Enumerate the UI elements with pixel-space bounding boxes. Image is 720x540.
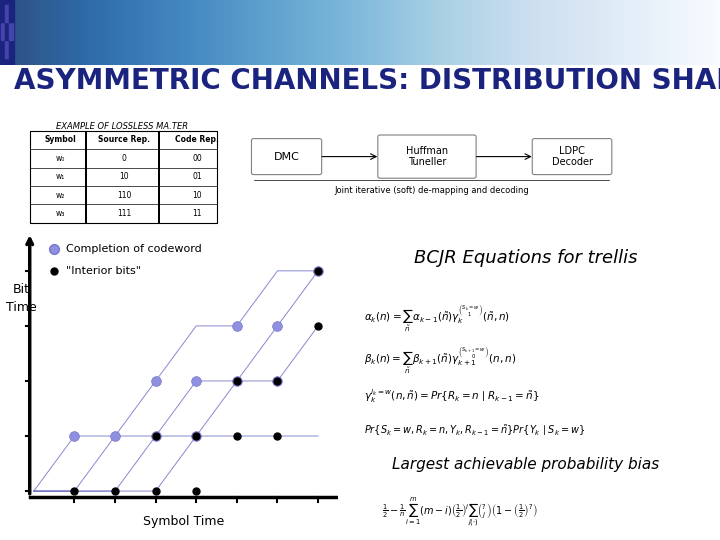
- Text: $\alpha_k(n) = \sum_{\tilde{n}} \alpha_{k-1}(\tilde{n}) \gamma_k^{\binom{S_k=w}{: $\alpha_k(n) = \sum_{\tilde{n}} \alpha_{…: [364, 302, 510, 334]
- FancyBboxPatch shape: [251, 139, 322, 174]
- Text: EXAMPLE OF LOSSLESS MA.TER: EXAMPLE OF LOSSLESS MA.TER: [56, 123, 189, 131]
- Text: 10: 10: [192, 191, 202, 200]
- Text: 111: 111: [117, 209, 132, 218]
- Text: $\beta_k(n) = \sum_{\tilde{n}} \beta_{k+1}(\tilde{n}) \gamma_{k+1}^{\binom{S_{k+: $\beta_k(n) = \sum_{\tilde{n}} \beta_{k+…: [364, 345, 516, 376]
- Text: LDPC
Decoder: LDPC Decoder: [552, 146, 593, 167]
- Text: w₂: w₂: [55, 191, 65, 200]
- Text: Joint iterative (soft) de-mapping and decoding: Joint iterative (soft) de-mapping and de…: [334, 186, 529, 195]
- Bar: [5, 4, 9, 22]
- Text: w₃: w₃: [55, 209, 65, 218]
- Text: Source Rep.: Source Rep.: [99, 136, 150, 144]
- Text: w₀: w₀: [55, 154, 65, 163]
- FancyBboxPatch shape: [378, 135, 476, 178]
- Bar: [0, 0, 14, 65]
- Text: 01: 01: [192, 172, 202, 181]
- Bar: [9, 23, 13, 40]
- Text: Symbol Time: Symbol Time: [143, 515, 225, 528]
- Text: DMC: DMC: [274, 152, 300, 161]
- Text: 11: 11: [192, 209, 202, 218]
- Text: w₁: w₁: [55, 172, 65, 181]
- Bar: [9, 41, 13, 58]
- Bar: [30, 131, 217, 222]
- Bar: [1, 41, 4, 58]
- Text: Code Rep.: Code Rep.: [175, 136, 219, 144]
- Text: Symbol: Symbol: [44, 136, 76, 144]
- Text: 00: 00: [192, 154, 202, 163]
- FancyBboxPatch shape: [532, 139, 612, 174]
- Bar: [5, 23, 9, 40]
- Text: 110: 110: [117, 191, 132, 200]
- Text: Huffman
Tuneller: Huffman Tuneller: [406, 146, 448, 167]
- Text: $Pr\{S_k = w, R_k = n, Y_k, R_{k-1} = \tilde{n}\} Pr\{Y_k \mid S_k = w\}$: $Pr\{S_k = w, R_k = n, Y_k, R_{k-1} = \t…: [364, 423, 585, 438]
- Text: Completion of codeword: Completion of codeword: [66, 244, 202, 254]
- Bar: [158, 131, 160, 222]
- Bar: [1, 23, 4, 40]
- Bar: [1, 4, 4, 22]
- Text: 0: 0: [122, 154, 127, 163]
- Text: Bit
Time: Bit Time: [6, 283, 37, 314]
- Bar: [9, 4, 13, 22]
- Text: Largest achievable probability bias: Largest achievable probability bias: [392, 457, 660, 472]
- Text: 10: 10: [120, 172, 129, 181]
- Bar: [5, 41, 9, 58]
- Text: $\gamma_k^{l_k=w}(n,\tilde{n}) = Pr\{R_k = n \mid R_{k-1} = \tilde{n}\}$: $\gamma_k^{l_k=w}(n,\tilde{n}) = Pr\{R_k…: [364, 387, 539, 404]
- Text: BCJR Equations for trellis: BCJR Equations for trellis: [414, 249, 637, 267]
- Text: "Interior bits": "Interior bits": [66, 266, 141, 276]
- Text: ASYMMETRIC CHANNELS: DISTRIBUTION SHAPING: ASYMMETRIC CHANNELS: DISTRIBUTION SHAPIN…: [14, 67, 720, 95]
- Bar: [85, 131, 87, 222]
- Text: $\frac{1}{2} - \frac{1}{n} \sum_{i=1}^{m} (m-i) \left(\frac{1}{2}\right)^i \sum_: $\frac{1}{2} - \frac{1}{n} \sum_{i=1}^{m…: [382, 496, 537, 529]
